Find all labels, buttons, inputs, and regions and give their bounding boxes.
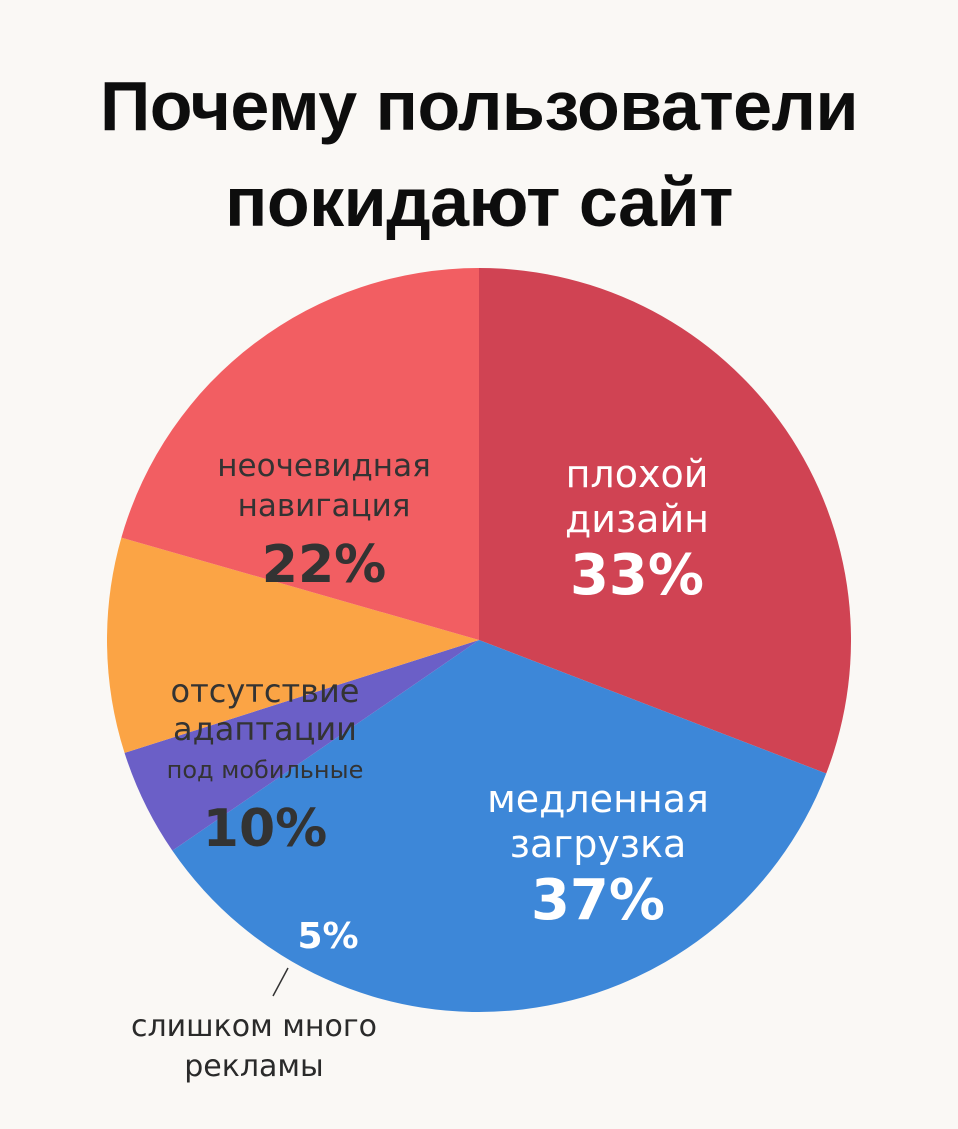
- slice-value-0: 33%: [570, 543, 704, 608]
- slice-label-0-line-1: дизайн: [565, 497, 709, 541]
- outside-label-line-1: рекламы: [184, 1049, 324, 1084]
- pie-slice-2: [124, 640, 479, 851]
- chart-title: Почему пользователи покидают сайт: [0, 58, 958, 250]
- slice-value-4: 22%: [262, 535, 386, 595]
- slice-label-0-line-0: плохой: [566, 452, 709, 496]
- chart-title-line-1: Почему пользователи: [99, 67, 859, 145]
- outside-label-line-0: слишком много: [131, 1009, 377, 1044]
- pie-slices: [107, 268, 852, 1013]
- slice-value-1: 37%: [531, 868, 665, 933]
- leader-line: [272, 967, 289, 997]
- chart-title-line-2: покидают сайт: [225, 163, 733, 241]
- slice-label-4-line-0: неочевидная: [217, 448, 430, 484]
- pie-slice-1: [172, 640, 827, 1013]
- slice-value-2: 5%: [297, 916, 358, 957]
- slice-value-3: 10%: [203, 799, 327, 859]
- slice-label-4-line-1: навигация: [238, 488, 411, 524]
- slice-label-3-line-0: отсутствие: [171, 672, 360, 710]
- slice-label-1-line-1: загрузка: [510, 822, 687, 866]
- pie-slice-0: [479, 268, 852, 774]
- slice-label-3-line-1: адаптации: [173, 710, 357, 748]
- slice-label-3-line-2: под мобильные: [167, 756, 364, 784]
- slice-label-1-line-0: медленная: [487, 777, 709, 821]
- pie-slice-4: [121, 268, 479, 640]
- pie-slice-3: [107, 537, 480, 753]
